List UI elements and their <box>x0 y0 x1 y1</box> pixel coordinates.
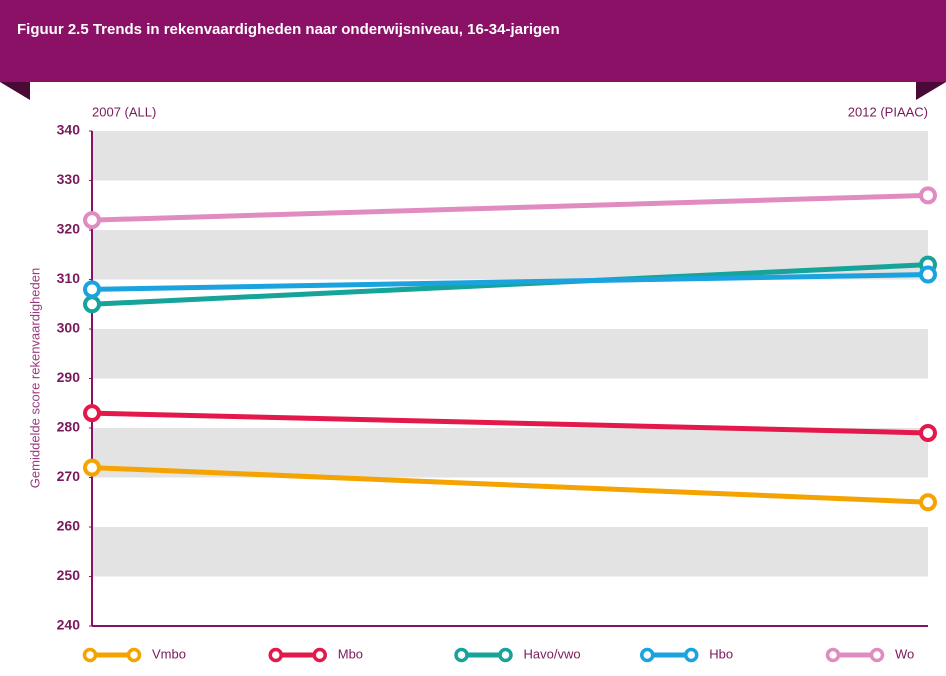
data-point <box>919 423 937 442</box>
legend-swatch-dot <box>454 647 469 663</box>
grid-band <box>92 131 928 181</box>
legend-label: Vmbo <box>152 646 186 661</box>
series-line <box>91 192 929 223</box>
grid-band <box>92 329 928 379</box>
legend-label: Wo <box>895 646 914 661</box>
legend-swatch-dot <box>640 647 655 663</box>
y-tick-label: 340 <box>57 122 81 138</box>
banner-fold <box>0 82 30 100</box>
y-axis-label: Gemiddelde score rekenvaardigheden <box>27 268 42 488</box>
y-tick-label: 320 <box>57 221 81 237</box>
legend-swatch-dot <box>268 647 283 663</box>
data-point <box>83 404 101 423</box>
y-tick-label: 270 <box>57 468 81 484</box>
legend-swatch-dot <box>312 647 327 663</box>
y-tick-label: 250 <box>57 567 81 583</box>
series-line <box>91 272 929 292</box>
y-tick-label: 260 <box>57 518 81 534</box>
legend-swatch-dot <box>498 647 513 663</box>
grid-band <box>92 428 928 478</box>
data-point <box>83 211 101 230</box>
legend-swatch-dot <box>126 647 142 663</box>
y-tick-label: 300 <box>57 320 81 336</box>
data-point <box>83 458 101 477</box>
series-line <box>91 410 929 436</box>
x-tick-label: 2007 (ALL) <box>92 104 156 119</box>
legend-swatch-dot <box>82 647 98 663</box>
legend-label: Hbo <box>709 646 733 661</box>
y-tick-label: 290 <box>57 369 81 385</box>
data-point <box>919 265 937 284</box>
data-point <box>83 280 101 299</box>
chart-title: Figuur 2.5 Trends in rekenvaardigheden n… <box>17 21 560 38</box>
legend-swatch-dot <box>869 647 885 663</box>
y-tick-label: 240 <box>57 617 81 633</box>
banner-fold <box>916 82 946 100</box>
data-point <box>919 493 937 512</box>
y-tick-label: 280 <box>57 419 81 435</box>
data-point <box>83 295 101 314</box>
legend-label: Mbo <box>338 646 363 661</box>
y-tick-label: 330 <box>57 171 81 187</box>
title-banner <box>0 0 946 82</box>
series-line <box>91 465 929 505</box>
data-point <box>919 186 937 205</box>
x-tick-label: 2012 (PIAAC) <box>848 104 928 119</box>
legend-swatch-dot <box>825 647 841 663</box>
legend-swatch-dot <box>684 647 699 663</box>
legend-label: Havo/vwo <box>524 646 581 661</box>
grid-band <box>92 527 928 577</box>
y-tick-label: 310 <box>57 270 81 286</box>
